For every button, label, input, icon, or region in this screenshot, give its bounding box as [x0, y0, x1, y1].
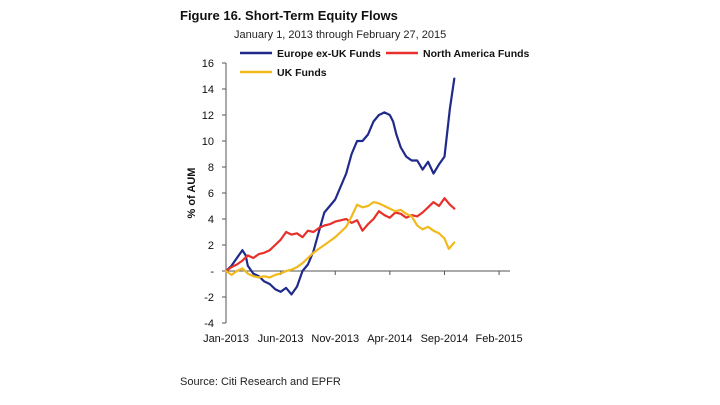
series-line	[224, 197, 456, 273]
y-tick-label: 14	[202, 84, 214, 96]
source-note: Source: Citi Research and EPFR	[180, 376, 341, 388]
x-tick-label: Nov-2013	[311, 333, 359, 345]
y-tick-label: 12	[202, 110, 214, 122]
figure-title: Figure 16. Short-Term Equity Flows	[180, 8, 398, 23]
legend-label: UK Funds	[277, 67, 327, 79]
y-tick-label: 16	[202, 58, 214, 70]
y-axis-label: % of AUM	[186, 168, 198, 219]
x-tick-label: Jan-2013	[203, 333, 249, 345]
y-tick-label: 10	[202, 136, 214, 148]
chart-legend: Europe ex-UK Funds North America Funds UK …	[240, 48, 530, 79]
series-line	[224, 201, 456, 279]
y-tick-label: 4	[208, 214, 214, 226]
legend-label: Europe ex-UK Funds	[277, 48, 381, 60]
y-tick-label: 8	[208, 162, 214, 174]
figure-subtitle: January 1, 2013 through February 27, 201…	[234, 29, 447, 41]
chart-series	[224, 77, 456, 296]
y-tick-label: -4	[204, 318, 214, 330]
x-tick-label: Feb-2015	[476, 333, 523, 345]
x-tick-label: Apr-2014	[367, 333, 412, 345]
x-tick-label: Sep-2014	[421, 333, 469, 345]
y-tick-label: -2	[204, 292, 214, 304]
y-tick-label: 6	[208, 188, 214, 200]
x-tick-label: Jun-2013	[258, 333, 304, 345]
y-tick-label: -	[210, 266, 214, 278]
series-line	[224, 77, 456, 296]
legend-label: North America Funds	[423, 48, 530, 60]
y-tick-label: 2	[208, 240, 214, 252]
